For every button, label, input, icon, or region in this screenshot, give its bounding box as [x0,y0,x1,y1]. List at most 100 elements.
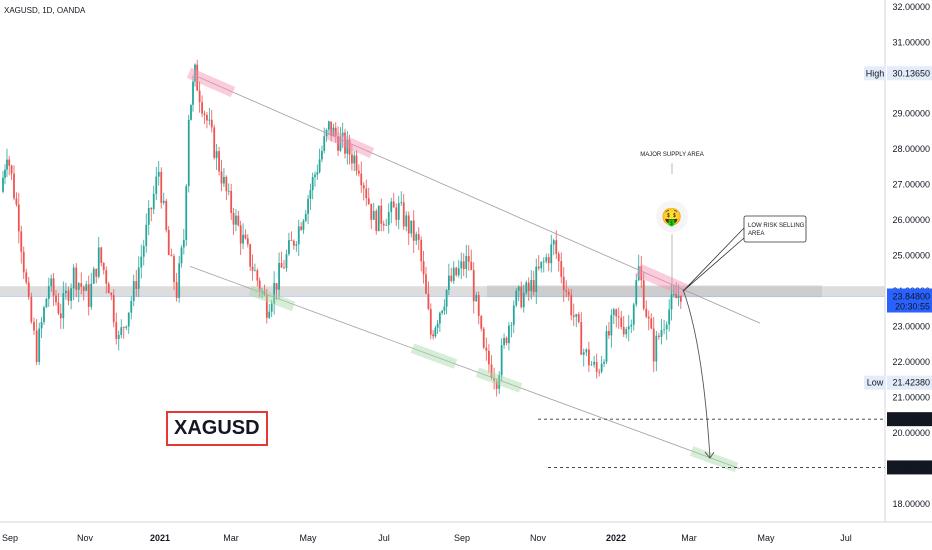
candle-body-80 [198,90,201,103]
candle-body-143 [348,139,351,155]
projection-arrowhead [704,451,715,459]
candle-body-138 [337,136,339,151]
candle-body-267 [655,335,658,362]
candle-body-1 [4,169,6,178]
candle-body-62 [155,176,158,194]
candle-body-247 [605,330,608,362]
candle-body-263 [645,308,648,317]
candle-body-232 [567,291,570,296]
time-tick-label-4: May [299,533,317,543]
candle-body-196 [477,295,480,317]
candle-body-208 [508,325,510,344]
candle-body-61 [152,193,155,210]
channel-upper-line [192,74,761,324]
price-tick-label-11: 31.00000 [892,38,930,48]
candle-body-229 [560,261,563,277]
price-tick-label-7: 26.00000 [892,215,930,225]
low-label: Low [867,378,884,388]
demand-highlight-4 [689,446,739,473]
candle-body-36 [90,283,93,307]
candle-body-149 [362,185,365,189]
candle-body-245 [600,363,603,372]
candle-body-199 [485,347,488,351]
candle-body-222 [542,261,545,263]
candle-body-248 [608,330,610,336]
candle-body-125 [307,198,309,214]
channel-lower-line [189,265,741,470]
candle-body-151 [367,198,370,204]
candle-body-81 [201,102,203,114]
overlay-layer: MAJOR SUPPLY AREA 🤑 LOW RISK SELLING AREA [186,67,885,473]
candle-body-201 [490,364,493,378]
candle-body-277 [679,295,682,302]
candle-body-265 [650,318,653,329]
demand-highlight-2 [410,343,458,369]
candle-body-94 [232,212,235,225]
last-price-bg [887,288,932,313]
candle-body-153 [372,210,375,220]
candle-body-128 [314,174,316,178]
candle-body-60 [150,207,153,210]
candle-body-109 [268,311,271,318]
candle-body-134 [327,121,330,130]
time-tick-label-6: Sep [454,533,470,543]
candle-body-53 [132,281,135,301]
candle-body-259 [635,280,638,305]
candle-body-100 [246,238,249,245]
candle-body-197 [480,316,483,329]
candle-body-73 [182,239,185,248]
candle-body-137 [334,127,337,137]
callout-pointer [682,227,745,292]
candle-body-127 [311,177,314,191]
candle-body-119 [292,240,295,246]
candle-body-240 [588,349,590,366]
last-price-value: 23.84800 [892,292,930,302]
time-axis: Sep Nov 2021 Mar May Jul Sep Nov 2022 Mar May Jul [0,521,932,543]
candle-body-115 [283,267,285,269]
candle-body-92 [227,190,230,192]
candle-body-212 [517,286,520,291]
candle-body-76 [190,104,192,120]
candle-body-164 [400,202,403,204]
candle-body-23 [57,302,60,314]
candle-body-13 [33,321,35,331]
candle-body-244 [598,371,601,373]
candle-body-191 [465,256,468,270]
supply-highlight-2 [325,128,375,159]
candle-body-156 [380,205,383,224]
candle-body-242 [593,361,595,365]
candle-body-183 [445,290,448,307]
candle-body-71 [178,263,181,298]
candle-body-120 [295,244,298,246]
demand-highlight-3 [475,367,523,393]
symbol-title: XAGUSD, 1D, OANDA [4,6,86,15]
candle-body-27 [67,290,70,301]
candle-body-106 [261,290,263,292]
candle-body-173 [422,261,425,275]
candle-body-34 [85,284,88,291]
candle-body-38 [95,268,98,277]
candle-body-51 [127,312,130,327]
candle-body-195 [475,295,478,302]
candle-body-246 [603,361,605,364]
price-tick-label-1: 20.00000 [892,428,930,438]
candle-body-63 [157,171,160,177]
candle-body-225 [550,244,553,264]
candle-body-41 [102,262,105,271]
candle-body-185 [450,275,453,281]
candle-body-268 [658,335,660,337]
candle-body-266 [652,328,655,362]
candle-body-155 [377,205,380,232]
candle-body-179 [436,323,439,328]
candle-body-254 [622,326,625,335]
candle-body-103 [254,270,256,272]
candle-body-206 [503,337,505,346]
candle-body-230 [562,276,565,291]
candle-body-57 [142,245,145,257]
target-tag-bg-1 [887,460,932,475]
candle-body-160 [390,201,393,213]
candle-body-172 [420,239,423,262]
candle-body-114 [280,263,283,268]
time-tick-label-8: 2022 [606,533,626,543]
